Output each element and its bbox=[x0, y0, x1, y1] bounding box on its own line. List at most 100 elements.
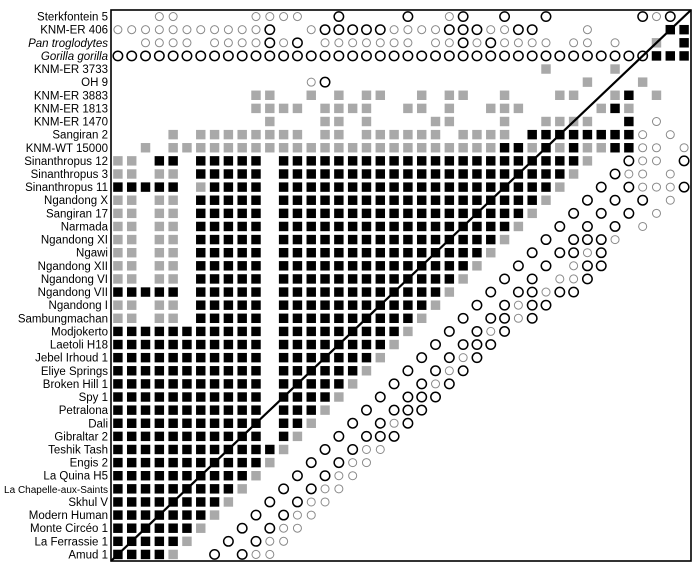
bold-circle-cell bbox=[291, 470, 303, 482]
black-square-cell bbox=[113, 405, 123, 415]
black-square-cell bbox=[347, 366, 358, 376]
bold-circle-cell bbox=[595, 50, 607, 62]
black-square-cell bbox=[223, 169, 234, 179]
thin-circle-cell bbox=[500, 38, 510, 48]
black-square-cell bbox=[499, 169, 510, 179]
grey-square-cell bbox=[113, 247, 123, 258]
bold-circle-cell bbox=[581, 260, 593, 272]
bold-circle-cell bbox=[374, 430, 386, 442]
black-square-cell bbox=[486, 182, 496, 192]
black-square-cell bbox=[237, 471, 247, 481]
thin-circle-cell bbox=[141, 25, 151, 35]
black-square-cell bbox=[223, 313, 234, 324]
black-square-cell bbox=[292, 182, 303, 192]
black-square-cell bbox=[334, 326, 344, 337]
black-square-cell bbox=[444, 274, 455, 284]
black-square-cell bbox=[154, 326, 165, 337]
bold-circle-cell bbox=[568, 286, 580, 298]
black-square-cell bbox=[306, 247, 316, 258]
thin-circle-cell bbox=[334, 484, 344, 494]
black-square-cell bbox=[389, 156, 399, 166]
bold-circle-cell bbox=[443, 378, 455, 390]
grey-square-cell bbox=[334, 103, 344, 114]
row-label: Modjokerto bbox=[51, 326, 108, 338]
row-label: Sterkfontein 5 bbox=[37, 12, 108, 24]
black-square-cell bbox=[126, 510, 137, 520]
black-square-cell bbox=[209, 195, 220, 205]
thin-circle-cell bbox=[279, 38, 289, 48]
black-square-cell bbox=[347, 169, 358, 179]
black-square-cell bbox=[251, 234, 261, 245]
thin-circle-cell bbox=[651, 12, 661, 22]
black-square-cell bbox=[168, 471, 178, 481]
grey-square-cell bbox=[458, 129, 468, 140]
bold-circle-cell bbox=[333, 24, 345, 36]
bold-circle-cell bbox=[430, 339, 441, 351]
black-square-cell bbox=[113, 484, 123, 494]
black-square-cell bbox=[209, 366, 220, 376]
black-square-cell bbox=[458, 169, 468, 179]
black-square-cell bbox=[416, 300, 427, 310]
grey-square-cell bbox=[582, 116, 593, 127]
black-square-cell bbox=[389, 169, 399, 179]
grey-square-cell bbox=[624, 103, 634, 114]
black-square-cell bbox=[251, 366, 261, 376]
row-label: Ngandong VII bbox=[38, 287, 108, 299]
thin-circle-cell bbox=[210, 25, 220, 35]
grey-square-cell bbox=[458, 143, 468, 153]
black-square-cell bbox=[361, 247, 372, 258]
black-square-cell bbox=[278, 339, 289, 350]
black-square-cell bbox=[416, 156, 427, 166]
black-square-cell bbox=[375, 313, 386, 324]
bold-circle-cell bbox=[512, 260, 524, 272]
bold-circle-cell bbox=[485, 50, 497, 62]
black-square-cell bbox=[154, 287, 165, 297]
black-square-cell bbox=[237, 418, 247, 428]
bold-circle-cell bbox=[361, 430, 372, 442]
grey-square-cell bbox=[403, 143, 413, 153]
bold-circle-cell bbox=[153, 50, 165, 62]
black-square-cell bbox=[140, 497, 151, 507]
black-square-cell bbox=[361, 287, 372, 297]
black-square-cell bbox=[113, 379, 123, 389]
grey-square-cell bbox=[113, 169, 123, 179]
grey-square-cell bbox=[361, 116, 372, 127]
black-square-cell bbox=[168, 339, 178, 350]
black-square-cell bbox=[154, 379, 165, 389]
black-square-cell bbox=[126, 379, 137, 389]
grey-square-cell bbox=[499, 234, 510, 245]
black-square-cell bbox=[209, 352, 220, 363]
black-square-cell bbox=[113, 352, 123, 363]
grey-square-cell bbox=[610, 64, 620, 74]
bold-circle-cell bbox=[457, 365, 469, 377]
black-square-cell bbox=[361, 352, 372, 363]
bold-circle-cell bbox=[250, 509, 262, 521]
bold-circle-cell bbox=[416, 391, 428, 403]
black-square-cell bbox=[347, 300, 358, 310]
row-label: Pan troglodytes bbox=[28, 38, 108, 50]
grey-square-cell bbox=[140, 143, 151, 153]
bold-circle-cell bbox=[485, 286, 497, 298]
black-square-cell bbox=[237, 457, 247, 468]
bold-circle-cell bbox=[236, 522, 248, 534]
row-label: Gorilla gorilla bbox=[41, 51, 108, 63]
thin-circle-cell bbox=[265, 536, 275, 546]
thin-circle-cell bbox=[320, 38, 330, 48]
black-square-cell bbox=[196, 339, 206, 350]
thin-circle-cell bbox=[168, 38, 178, 48]
black-square-cell bbox=[679, 51, 689, 61]
bold-circle-cell bbox=[554, 286, 566, 298]
grey-square-cell bbox=[403, 129, 413, 140]
bold-circle-cell bbox=[471, 325, 483, 337]
black-square-cell bbox=[223, 366, 234, 376]
thin-circle-cell bbox=[431, 25, 441, 35]
black-square-cell bbox=[154, 366, 165, 376]
bold-circle-cell bbox=[291, 37, 303, 49]
bold-circle-cell bbox=[457, 11, 469, 23]
black-square-cell bbox=[196, 392, 206, 402]
bold-circle-cell bbox=[554, 247, 566, 259]
bold-circle-cell bbox=[540, 234, 552, 246]
black-square-cell bbox=[444, 261, 455, 271]
bold-circle-cell bbox=[457, 339, 469, 351]
grey-square-cell bbox=[499, 103, 510, 114]
